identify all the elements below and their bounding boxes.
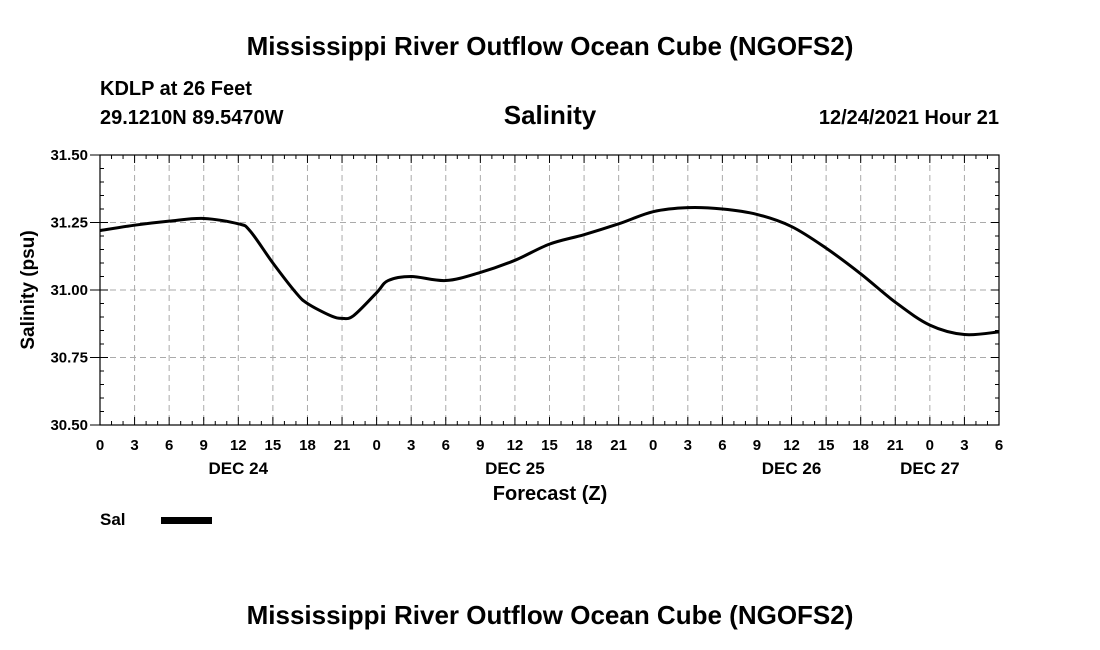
x-tick-label: 18 bbox=[852, 437, 869, 454]
x-tick-label: 3 bbox=[407, 437, 415, 454]
plot-area: 0 3 6 9 12 15 18 21 0 3 6 9 12 15 18 21 0 3 6 9 12 15 18 21 0 3 6 D… bbox=[50, 147, 1003, 478]
x-tick-label: 0 bbox=[96, 437, 104, 454]
x-date-label: DEC 25 bbox=[485, 459, 545, 478]
x-tick-label: 15 bbox=[818, 437, 835, 454]
legend-label: Sal bbox=[100, 510, 126, 529]
x-date-label: DEC 26 bbox=[762, 459, 822, 478]
station-coords: 29.1210N 89.5470W bbox=[100, 107, 284, 129]
x-tick-label: 21 bbox=[610, 437, 627, 454]
x-tick-label: 18 bbox=[576, 437, 593, 454]
x-tick-label: 15 bbox=[265, 437, 282, 454]
x-tick-label: 0 bbox=[649, 437, 657, 454]
y-tick-label: 31.25 bbox=[50, 215, 88, 232]
y-tick-label: 31.00 bbox=[50, 282, 88, 299]
x-tick-label: 9 bbox=[200, 437, 208, 454]
x-tick-label: 0 bbox=[926, 437, 934, 454]
series-line-sal bbox=[99, 206, 1000, 337]
x-tick-label: 12 bbox=[230, 437, 247, 454]
station-label: KDLP at 26 Feet bbox=[100, 78, 252, 100]
x-tick-label: 21 bbox=[334, 437, 351, 454]
x-tick-label: 6 bbox=[718, 437, 726, 454]
x-tick-label: 0 bbox=[372, 437, 380, 454]
y-tick-label: 30.75 bbox=[50, 350, 88, 367]
x-tick-label: 9 bbox=[753, 437, 761, 454]
x-tick-label: 12 bbox=[783, 437, 800, 454]
x-tick-label: 3 bbox=[130, 437, 138, 454]
x-date-label: DEC 27 bbox=[900, 459, 960, 478]
y-tick-label: 30.50 bbox=[50, 417, 88, 434]
x-date-label: DEC 24 bbox=[209, 459, 269, 478]
y-axis-label: Salinity (psu) bbox=[18, 230, 39, 349]
x-tick-label: 6 bbox=[165, 437, 173, 454]
x-tick-label: 9 bbox=[476, 437, 484, 454]
x-axis-label: Forecast (Z) bbox=[493, 483, 607, 505]
y-tick-label: 31.50 bbox=[50, 147, 88, 164]
plot-frame bbox=[99, 154, 1000, 426]
variable-title: Salinity bbox=[504, 100, 597, 130]
x-tick-label: 12 bbox=[507, 437, 524, 454]
x-tick-label: 21 bbox=[887, 437, 904, 454]
x-tick-label: 6 bbox=[995, 437, 1003, 454]
x-tick-label: 6 bbox=[442, 437, 450, 454]
x-tick-label: 3 bbox=[960, 437, 968, 454]
x-tick-label: 15 bbox=[541, 437, 558, 454]
forecast-timestamp: 12/24/2021 Hour 21 bbox=[819, 107, 999, 129]
chart-title: Mississippi River Outflow Ocean Cube (NG… bbox=[247, 31, 854, 61]
x-tick-label: 18 bbox=[299, 437, 316, 454]
footer-title: Mississippi River Outflow Ocean Cube (NG… bbox=[247, 600, 854, 630]
x-tick-label: 3 bbox=[684, 437, 692, 454]
